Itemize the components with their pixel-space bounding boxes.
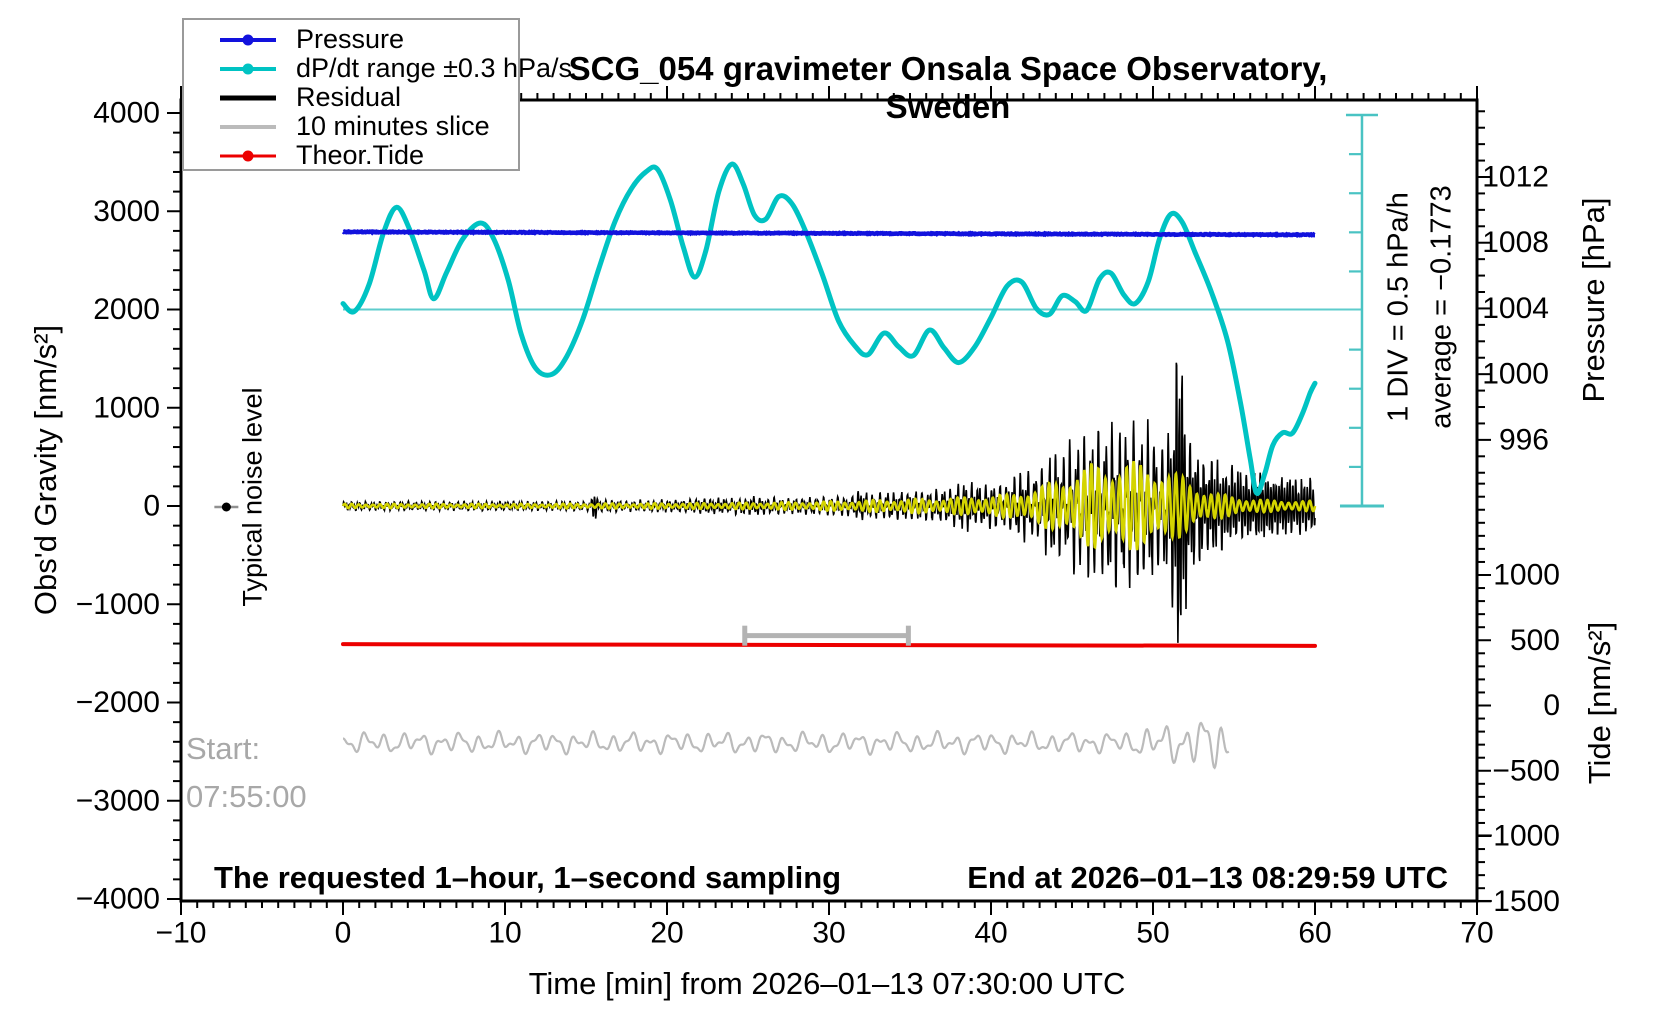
legend-box: Pressure dP/dt range ±0.3 hPa/s Residual… [182,18,572,171]
gravity-tick-label: 3000 [93,195,160,228]
pressure-axis-title: Pressure [hPa] [1576,197,1611,403]
gravity-tick-label: 1000 [93,391,160,424]
tide-tick-label: 1000 [1493,559,1560,592]
legend-sample-dot [242,34,254,45]
dpdt-line-icon [220,62,276,75]
pressure-tick-label: 1012 [1482,161,1549,194]
tide-tick-label: 500 [1510,624,1560,657]
tide-tick-label: 0 [1543,689,1560,722]
legend-sample-line [220,95,276,100]
pressure-tick-label: 1000 [1482,358,1549,391]
legend-item-dpdt: dP/dt range ±0.3 hPa/s [184,53,572,83]
gravity-tick-label: −3000 [76,784,160,817]
legend-sample-dot [242,150,254,161]
sampling-note: The requested 1–hour, 1–second sampling [214,860,842,895]
gravity-axis-title: Obs'd Gravity [nm/s²] [28,324,63,616]
x-tick-label: 40 [974,917,1007,950]
gravity-tick-label: −1000 [76,588,160,621]
x-tick-label: 30 [812,917,845,950]
legend-item-slice: 10 minutes slice [184,111,518,141]
start-time: 07:55:00 [186,779,307,814]
tide-line-icon [220,149,276,162]
pressure-tick-label: 996 [1499,423,1549,456]
residual-line-icon [220,91,276,104]
legend-label: Pressure [296,24,405,54]
pressure-tick-label: 1008 [1482,226,1549,259]
gravity-tick-label: −4000 [76,883,160,916]
pressure-line-icon [220,33,276,46]
end-time-note: End at 2026–01–13 08:29:59 UTC [967,860,1448,895]
x-tick-label: 20 [650,917,683,950]
tide-tick-label: −1000 [1476,820,1560,853]
legend-sample-dot [242,63,254,74]
tide-tick-label: −1500 [1476,885,1560,918]
x-tick-label: 0 [335,917,352,950]
gravity-tick-label: 4000 [93,97,160,130]
theor-tide-series [341,642,1317,648]
legend-label: 10 minutes slice [296,111,490,141]
legend-item-tide: Theor.Tide [184,140,518,170]
pressure-tick-label: 1004 [1482,292,1549,325]
x-axis-title: Time [min] from 2026–01–13 07:30:00 UTC [528,966,1126,1001]
legend-item-pressure: Pressure [184,24,518,54]
legend-label: dP/dt range ±0.3 hPa/s [296,53,572,83]
legend-label: Residual [296,82,402,112]
noise-level-dot [221,502,231,512]
gravity-tick-label: 0 [143,490,160,523]
slice-series [342,721,1230,770]
legend-item-residual: Residual [184,82,518,112]
dpdt-series [340,161,1318,496]
slice-line-icon [220,120,276,133]
pressure-series [341,229,1316,238]
x-tick-label: 70 [1460,917,1493,950]
div-scale-note: 1 DIV = 0.5 hPa/h [1382,192,1415,422]
residual-smooth-series [341,460,1317,551]
average-dpdt-note: average = −0.1773 [1425,185,1458,429]
x-tick-label: 10 [488,917,521,950]
typical-noise-label: Typical noise level [237,387,268,607]
x-tick-label: 60 [1298,917,1331,950]
legend-sample-line [220,124,276,129]
tide-axis-title: Tide [nm/s²] [1582,621,1617,785]
x-tick-label: −10 [156,917,207,950]
gravity-tick-label: −2000 [76,686,160,719]
legend-label: Theor.Tide [296,140,425,170]
page-title: SCG_054 gravimeter Onsala Space Observat… [568,50,1328,125]
x-tick-label: 50 [1136,917,1169,950]
gravity-tick-label: 2000 [93,293,160,326]
start-label: Start: [186,731,261,766]
tide-tick-label: −500 [1492,754,1560,787]
